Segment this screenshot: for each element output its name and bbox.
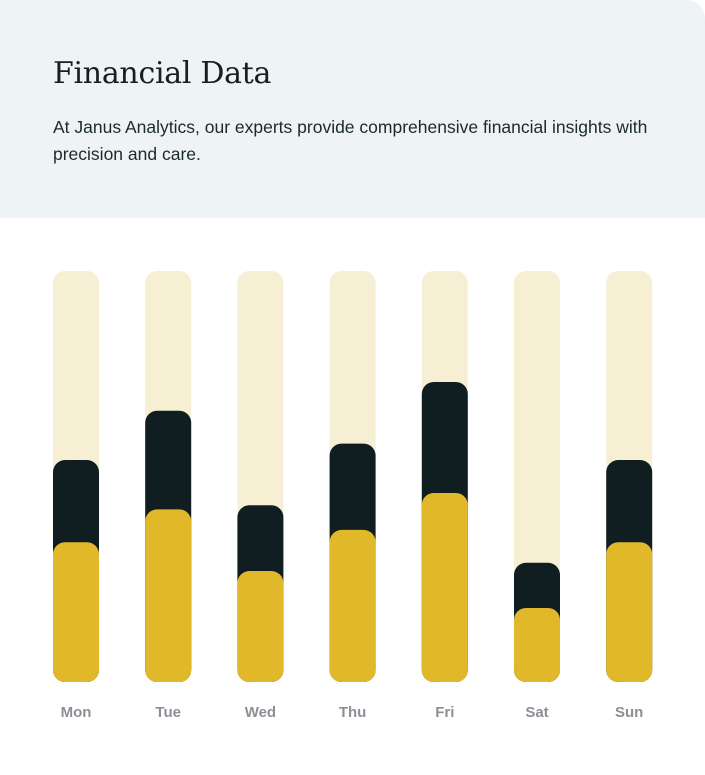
bar-segment-gold-sun [606, 542, 653, 682]
bar-group-thu: Thu [329, 271, 376, 721]
bar-segment-gold-mon [53, 542, 99, 682]
card-header: Financial Data At Janus Analytics, our e… [0, 0, 705, 218]
x-tick-label-mon: Mon [61, 704, 92, 721]
bar-group-sun: Sun [606, 271, 653, 721]
bar-group-fri: Fri [421, 271, 468, 721]
x-tick-label-sat: Sat [525, 704, 548, 721]
bar-chart: Mon Tue Wed Thu Fri Sat Sun [0, 218, 705, 775]
bar-segment-gold-wed [237, 571, 284, 682]
bar-segment-gold-sat [514, 608, 560, 682]
bar-group-tue: Tue [145, 271, 192, 721]
bar-segment-gold-tue [145, 509, 192, 682]
page-title: Financial Data [53, 56, 272, 91]
bar-segment-gold-fri [421, 492, 468, 682]
bar-chart-svg: Mon Tue Wed Thu Fri Sat Sun [53, 271, 653, 721]
x-tick-label-sun: Sun [615, 704, 643, 721]
bar-group-mon: Mon [53, 271, 99, 721]
page-description: At Janus Analytics, our experts provide … [53, 117, 648, 164]
x-tick-label-tue: Tue [155, 704, 181, 721]
bar-segment-gold-thu [329, 529, 376, 682]
x-tick-label-fri: Fri [435, 704, 454, 721]
x-tick-label-thu: Thu [339, 704, 367, 721]
bar-group-wed: Wed [237, 271, 284, 721]
x-tick-label-wed: Wed [245, 704, 276, 721]
bar-group-sat: Sat [514, 271, 560, 721]
